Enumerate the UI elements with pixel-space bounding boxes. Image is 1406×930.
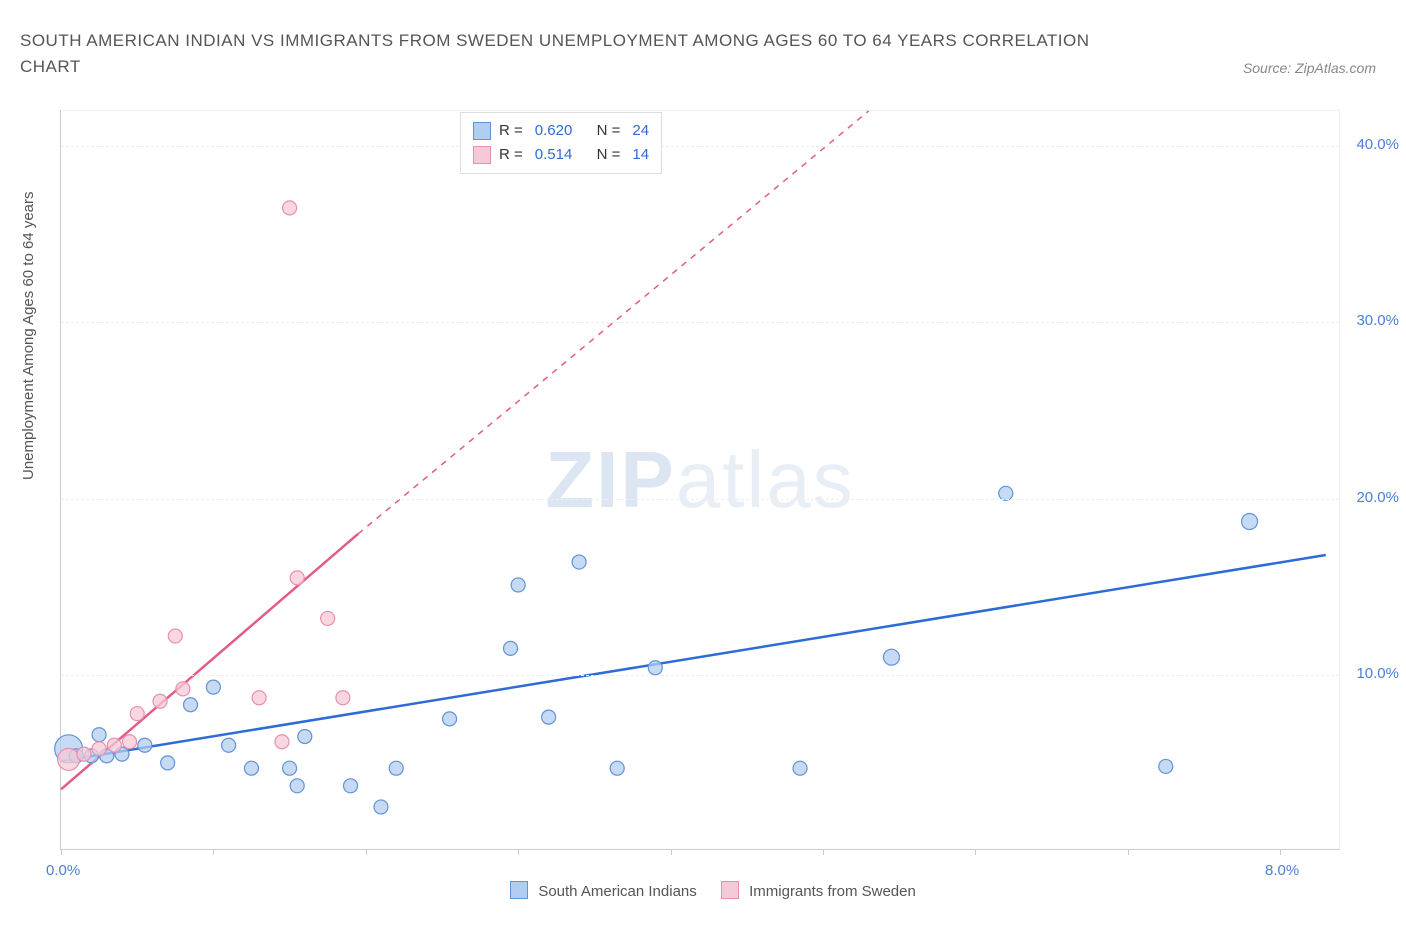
y-tick-label: 30.0%	[1356, 312, 1399, 329]
data-point	[336, 691, 350, 705]
data-point	[138, 738, 152, 752]
data-point	[511, 578, 525, 592]
data-point	[283, 761, 297, 775]
stats-legend-box: R = 0.620 N = 24 R = 0.514 N = 14	[460, 112, 662, 174]
data-point	[298, 729, 312, 743]
x-tick-label: 8.0%	[1265, 862, 1299, 879]
data-point	[92, 728, 106, 742]
data-point	[184, 698, 198, 712]
data-point	[648, 661, 662, 675]
grid-line	[61, 499, 1339, 500]
stats-row-series2: R = 0.514 N = 14	[473, 143, 649, 167]
y-axis-label: Unemployment Among Ages 60 to 64 years	[20, 191, 37, 480]
trend-line	[61, 555, 1326, 761]
stats-row-series1: R = 0.620 N = 24	[473, 119, 649, 143]
data-point	[443, 712, 457, 726]
data-point	[572, 555, 586, 569]
bottom-legend: South American Indians Immigrants from S…	[0, 881, 1406, 900]
swatch-series1	[473, 122, 491, 140]
data-point	[290, 571, 304, 585]
data-point	[1159, 759, 1173, 773]
r-label: R =	[499, 119, 523, 143]
n-value-series2: 14	[632, 143, 649, 167]
source-attribution: Source: ZipAtlas.com	[1243, 60, 1376, 76]
y-tick-label: 40.0%	[1356, 136, 1399, 153]
data-point	[344, 779, 358, 793]
data-point	[206, 680, 220, 694]
x-tick	[671, 849, 672, 855]
legend-swatch-series1	[510, 881, 528, 899]
data-point	[374, 800, 388, 814]
x-tick	[518, 849, 519, 855]
data-point	[107, 738, 121, 752]
data-point	[283, 201, 297, 215]
data-point	[123, 735, 137, 749]
scatter-plot: ZIPatlas 10.0%20.0%30.0%40.0%0.0%8.0%	[60, 110, 1340, 850]
data-point	[92, 742, 106, 756]
legend-label-series2: Immigrants from Sweden	[749, 883, 916, 900]
n-label: N =	[597, 119, 621, 143]
x-tick	[213, 849, 214, 855]
data-point	[504, 641, 518, 655]
y-tick-label: 10.0%	[1356, 665, 1399, 682]
swatch-series2	[473, 146, 491, 164]
x-tick	[1128, 849, 1129, 855]
data-point	[153, 694, 167, 708]
x-tick	[975, 849, 976, 855]
x-tick-label: 0.0%	[46, 862, 80, 879]
r-label: R =	[499, 143, 523, 167]
legend-swatch-series2	[721, 881, 739, 899]
chart-title: SOUTH AMERICAN INDIAN VS IMMIGRANTS FROM…	[20, 28, 1120, 79]
data-point	[321, 611, 335, 625]
x-tick	[366, 849, 367, 855]
data-point	[389, 761, 403, 775]
data-point	[77, 747, 91, 761]
y-tick-label: 20.0%	[1356, 489, 1399, 506]
data-point	[793, 761, 807, 775]
plot-svg	[61, 111, 1339, 849]
data-point	[176, 682, 190, 696]
data-point	[161, 756, 175, 770]
data-point	[883, 649, 899, 665]
data-point	[1242, 514, 1258, 530]
legend-label-series1: South American Indians	[538, 883, 696, 900]
data-point	[244, 761, 258, 775]
r-value-series1: 0.620	[535, 119, 573, 143]
x-tick	[61, 849, 62, 855]
data-point	[168, 629, 182, 643]
grid-line	[61, 322, 1339, 323]
data-point	[610, 761, 624, 775]
x-tick	[1280, 849, 1281, 855]
data-point	[222, 738, 236, 752]
data-point	[58, 748, 80, 770]
n-value-series1: 24	[632, 119, 649, 143]
x-tick	[823, 849, 824, 855]
data-point	[542, 710, 556, 724]
grid-line	[61, 675, 1339, 676]
n-label: N =	[597, 143, 621, 167]
data-point	[130, 707, 144, 721]
grid-line	[61, 146, 1339, 147]
data-point	[290, 779, 304, 793]
data-point	[252, 691, 266, 705]
r-value-series2: 0.514	[535, 143, 573, 167]
data-point	[275, 735, 289, 749]
